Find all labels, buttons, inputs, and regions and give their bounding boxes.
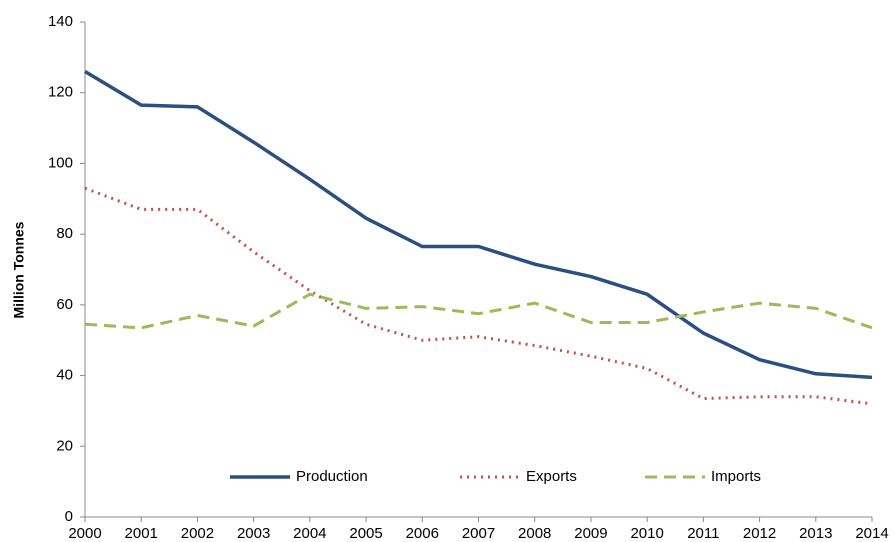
x-tick-label: 2006 [406,525,439,542]
x-tick-label: 2010 [630,525,663,542]
y-tick-label: 0 [65,508,73,525]
x-tick-label: 2008 [518,525,551,542]
legend-label: Production [296,468,368,485]
y-tick-label: 120 [48,84,73,101]
y-tick-label: 80 [56,225,73,242]
y-tick-label: 20 [56,437,73,454]
y-axis-label: Million Tonnes [11,221,27,318]
x-tick-label: 2001 [125,525,158,542]
x-tick-label: 2007 [462,525,495,542]
x-tick-label: 2003 [237,525,270,542]
x-tick-label: 2005 [349,525,382,542]
legend-label: Imports [711,468,761,485]
x-tick-label: 2011 [687,525,719,542]
x-tick-label: 2009 [574,525,607,542]
x-tick-label: 2000 [68,525,101,542]
legend-label: Exports [526,468,577,485]
x-tick-label: 2012 [743,525,776,542]
x-tick-label: 2014 [855,525,888,542]
x-tick-label: 2004 [293,525,326,542]
y-tick-label: 140 [48,13,73,30]
series-line [84,292,873,330]
series-line [84,186,873,406]
x-tick-label: 2002 [181,525,214,542]
y-tick-label: 100 [48,154,73,171]
y-tick-label: 40 [56,367,73,384]
series-line [84,69,873,380]
y-tick-label: 60 [56,296,73,313]
x-tick-label: 2013 [799,525,832,542]
